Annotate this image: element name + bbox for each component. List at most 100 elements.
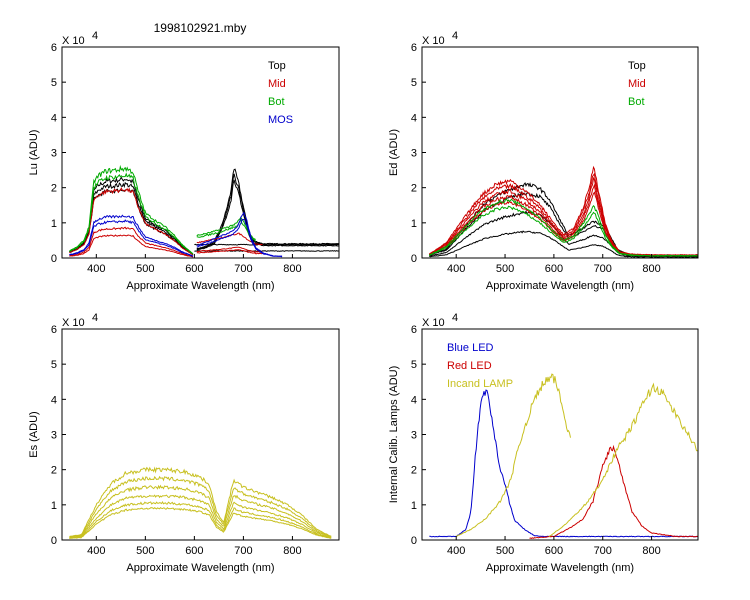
line-top-3-0 <box>429 230 698 258</box>
y-multiplier-label: X 10 <box>62 317 85 329</box>
x-tick-label: 400 <box>87 545 105 557</box>
series-group <box>428 165 698 258</box>
plot-frame <box>61 328 340 541</box>
y-exponent-label: 4 <box>452 30 458 42</box>
chart-lu: 400 500 600 700 800 0 1 2 3 4 5 6 X 10 4 Approximate W… <box>28 21 340 292</box>
y-multiplier-label: X 10 <box>422 317 445 329</box>
y-tick-label: 6 <box>411 324 417 336</box>
y-exponent-label: 4 <box>92 312 98 324</box>
y-tick-label: 3 <box>51 148 57 160</box>
y-tick-label: 2 <box>51 183 57 195</box>
chart-cal: 400 500 600 700 800 0 1 2 3 4 5 6 X 10 4 Approximate W… <box>388 312 699 574</box>
legend-entry-mid: Mid <box>268 78 286 90</box>
line-es-1-0 <box>69 475 332 538</box>
y-exponent-label: 4 <box>92 30 98 42</box>
plot-frame <box>421 46 699 259</box>
x-tick-label: 800 <box>642 263 660 275</box>
y-tick-label: 2 <box>411 465 417 477</box>
x-tick-label: 500 <box>496 263 514 275</box>
line-mid-2-1 <box>196 249 263 255</box>
y-tick-label: 4 <box>51 112 57 124</box>
line-incand-lamp-2-0-0 <box>548 382 698 537</box>
y-exponent-label: 4 <box>452 312 458 324</box>
x-tick-label: 700 <box>234 545 252 557</box>
line-mos-0-0 <box>69 214 194 257</box>
y-tick-label: 4 <box>411 394 417 406</box>
line-es-3-0 <box>69 494 332 539</box>
line-top-flat-1-0 <box>194 250 339 252</box>
legend-entry-mid: Mid <box>628 78 646 90</box>
legend-entry-bot: Bot <box>268 96 285 108</box>
legend-entry-red-led: Red LED <box>447 360 492 372</box>
y-multiplier-label: X 10 <box>62 35 85 47</box>
legend-entry-blue-led: Blue LED <box>447 342 494 354</box>
line-mid-0-0 <box>69 186 194 256</box>
y-tick-label: 2 <box>411 183 417 195</box>
y-tick-label: 6 <box>51 324 57 336</box>
x-axis-label: Approximate Wavelength (nm) <box>486 280 634 292</box>
y-axis-label: Ed (ADU) <box>388 129 400 176</box>
line-es-0-0 <box>69 466 332 537</box>
y-tick-label: 6 <box>51 42 57 54</box>
y-tick-label: 1 <box>411 500 417 512</box>
x-axis-label: Approximate Wavelength (nm) <box>126 562 274 574</box>
line-bot-0-1 <box>196 216 256 241</box>
line-red-led-0-0 <box>529 444 698 539</box>
line-top-1-0 <box>429 190 698 257</box>
x-tick-label: 600 <box>545 263 563 275</box>
series-group <box>429 373 698 539</box>
x-tick-label: 600 <box>545 545 563 557</box>
y-axis-label: Lu (ADU) <box>28 130 40 176</box>
x-tick-label: 800 <box>642 545 660 557</box>
line-mid-3-0 <box>429 183 698 257</box>
y-tick-label: 2 <box>51 465 57 477</box>
y-tick-label: 1 <box>51 500 57 512</box>
legend-entry-mos: MOS <box>268 114 293 126</box>
line-mid-1-1 <box>196 246 263 253</box>
y-tick-label: 6 <box>411 42 417 54</box>
line-bot-1-0 <box>69 172 194 255</box>
line-incand-lamp-1-0-0 <box>456 373 571 537</box>
y-tick-label: 5 <box>411 359 417 371</box>
line-mos-1-0 <box>69 219 194 257</box>
plot-frame <box>61 46 340 259</box>
line-es-4-0 <box>69 501 332 539</box>
x-axis-label: Approximate Wavelength (nm) <box>486 562 634 574</box>
chart-es: 400 500 600 700 800 0 1 2 3 4 5 6 X 10 4 Approximate W… <box>28 312 340 574</box>
chart-title: 1998102921.mby <box>154 21 247 35</box>
legend-entry-top: Top <box>268 60 286 72</box>
x-tick-label: 800 <box>283 263 301 275</box>
x-tick-label: 700 <box>594 263 612 275</box>
series-group <box>69 164 339 258</box>
legend-entry-top: Top <box>628 60 646 72</box>
y-tick-label: 0 <box>411 535 417 547</box>
y-tick-label: 1 <box>411 218 417 230</box>
x-axis-label: Approximate Wavelength (nm) <box>126 280 274 292</box>
x-tick-label: 600 <box>185 263 203 275</box>
y-multiplier-label: X 10 <box>422 35 445 47</box>
chart-ed: 400 500 600 700 800 0 1 2 3 4 5 6 X 10 4 Approximate W… <box>388 30 699 292</box>
line-mos-1-1 <box>196 218 283 258</box>
legend-entry-bot: Bot <box>628 96 645 108</box>
line-mid-1-0 <box>69 226 193 258</box>
line-top-0-1 <box>196 168 339 249</box>
y-tick-label: 4 <box>51 394 57 406</box>
series-group <box>69 466 332 540</box>
x-tick-label: 700 <box>594 545 612 557</box>
x-tick-label: 600 <box>185 545 203 557</box>
y-tick-label: 5 <box>51 77 57 89</box>
line-es-5-0 <box>69 506 332 540</box>
line-blue-led-0-0 <box>429 389 698 538</box>
y-tick-label: 0 <box>51 535 57 547</box>
y-tick-label: 5 <box>411 77 417 89</box>
x-tick-label: 500 <box>136 545 154 557</box>
line-top-2-0 <box>429 210 698 258</box>
x-tick-label: 400 <box>447 545 465 557</box>
line-es-2-0 <box>69 484 332 539</box>
line-bot-1-0 <box>429 205 698 257</box>
y-tick-label: 4 <box>411 112 417 124</box>
line-top-flat-0-0 <box>194 243 339 246</box>
x-tick-label: 400 <box>447 263 465 275</box>
y-tick-label: 0 <box>51 253 57 265</box>
